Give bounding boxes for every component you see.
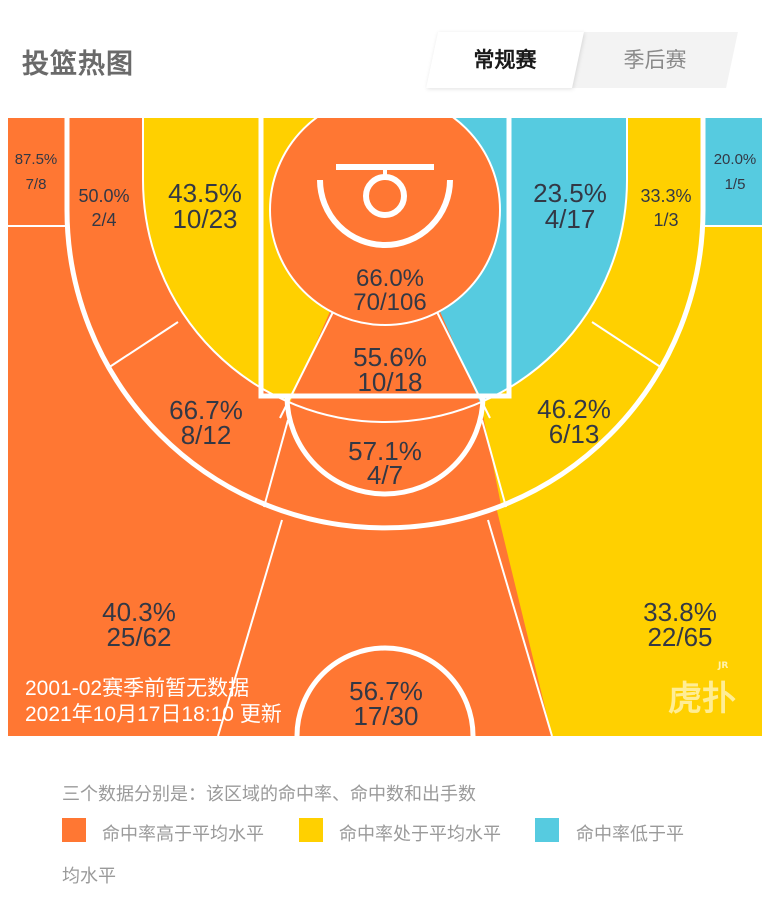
hoop-icon xyxy=(363,174,407,218)
zone-count: 1/3 xyxy=(653,210,678,230)
zone-pct: 55.6% xyxy=(353,342,427,372)
zone-right-corner-3 xyxy=(703,118,762,226)
zone-pct: 33.8% xyxy=(643,597,717,627)
zone-count: 8/12 xyxy=(181,420,232,450)
zone-count: 70/106 xyxy=(353,289,426,316)
zone-count: 6/13 xyxy=(549,419,600,449)
zone-count: 17/30 xyxy=(353,701,418,731)
zone-count: 2/4 xyxy=(91,210,116,230)
legend-label-below-wrap: 均水平 xyxy=(62,866,116,887)
tab-playoffs[interactable]: 季后赛 xyxy=(578,32,732,88)
zone-count: 10/18 xyxy=(357,367,422,397)
court-lines xyxy=(8,118,762,736)
zone-count: 22/65 xyxy=(647,622,712,652)
tab-label: 季后赛 xyxy=(623,48,687,72)
zone-pct: 57.1% xyxy=(348,436,422,466)
zone-pct: 66.0% xyxy=(356,265,424,292)
legend-swatch-below xyxy=(535,818,559,842)
zone-pct: 33.3% xyxy=(640,186,691,206)
zone-count: 25/62 xyxy=(106,622,171,652)
hupu-logo: 虎扑 xyxy=(668,679,736,719)
tab-regular-season[interactable]: 常规赛 xyxy=(426,32,584,88)
zone-pct: 43.5% xyxy=(168,178,242,208)
zone-count: 10/23 xyxy=(172,204,237,234)
zone-count: 1/5 xyxy=(725,176,746,193)
zone-pct: 40.3% xyxy=(102,597,176,627)
zone-pct: 56.7% xyxy=(349,676,423,706)
zone-labels: 87.5% 7/8 50.0% 2/4 43.5% 10/23 66.0% 70… xyxy=(15,151,757,731)
legend-label-average: 命中率处于平均水平 xyxy=(339,824,501,845)
hupu-logo-badge: JR xyxy=(717,661,728,671)
zone-restricted-area xyxy=(269,118,501,326)
zone-left-corner-3 xyxy=(8,118,67,226)
no-data-notice: 2001-02赛季前暂无数据 xyxy=(25,677,249,700)
legend-swatch-above xyxy=(62,818,86,842)
zone-pct: 20.0% xyxy=(714,151,757,168)
legend-swatch-average xyxy=(299,818,323,842)
zone-pct: 66.7% xyxy=(169,395,243,425)
zone-count: 4/7 xyxy=(367,460,403,490)
page-title: 投篮热图 xyxy=(22,49,134,80)
tab-label: 常规赛 xyxy=(473,48,537,72)
zone-count: 7/8 xyxy=(26,176,47,193)
legend-note: 三个数据分别是：该区域的命中率、命中数和出手数 xyxy=(62,784,476,805)
update-time: 2021年10月17日18:10 更新 xyxy=(25,703,282,726)
zone-pct: 46.2% xyxy=(537,394,611,424)
legend-label-below: 命中率低于平 xyxy=(576,824,684,845)
zone-pct: 23.5% xyxy=(533,178,607,208)
zone-count: 4/17 xyxy=(545,204,596,234)
zone-pct: 50.0% xyxy=(78,186,129,206)
season-tabs: 常规赛 季后赛 xyxy=(426,32,738,88)
legend-label-above: 命中率高于平均水平 xyxy=(102,824,264,845)
zone-pct: 87.5% xyxy=(15,151,58,168)
